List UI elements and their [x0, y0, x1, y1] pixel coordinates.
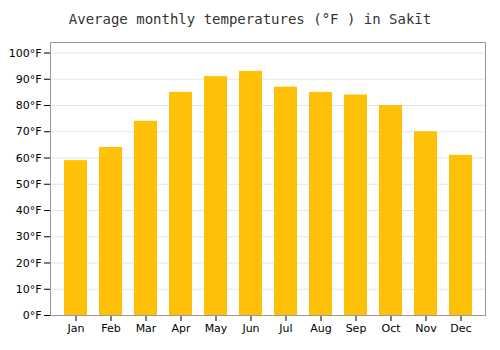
svg-text:50°F: 50°F [16, 178, 42, 191]
svg-text:Feb: Feb [101, 322, 120, 335]
svg-text:Jul: Jul [278, 322, 292, 335]
svg-text:Jun: Jun [241, 322, 259, 335]
html-text:Average monthly temperatures (: Average monthly temperatures (°F ) in Sa… [68, 11, 432, 27]
svg-text:Nov: Nov [415, 322, 437, 335]
svg-text:80°F: 80°F [16, 99, 42, 112]
svg-text:10°F: 10°F [16, 283, 42, 296]
svg-text:Dec: Dec [450, 322, 471, 335]
svg-text:90°F: 90°F [16, 73, 42, 86]
svg-text:Mar: Mar [136, 322, 157, 335]
svg-text:40°F: 40°F [16, 204, 42, 217]
svg-text:20°F: 20°F [16, 257, 42, 270]
svg-text:70°F: 70°F [16, 125, 42, 138]
svg-text:Aug: Aug [310, 322, 331, 335]
svg-text:30°F: 30°F [16, 230, 42, 243]
svg-text:Oct: Oct [381, 322, 401, 335]
svg-text:100°F: 100°F [9, 47, 42, 60]
svg-text:Apr: Apr [171, 322, 191, 335]
svg-text:Sep: Sep [346, 322, 367, 335]
svg-text:May: May [205, 322, 228, 335]
svg-text:60°F: 60°F [16, 152, 42, 165]
svg-text:0°F: 0°F [23, 309, 42, 322]
svg-text:Jan: Jan [67, 322, 85, 335]
